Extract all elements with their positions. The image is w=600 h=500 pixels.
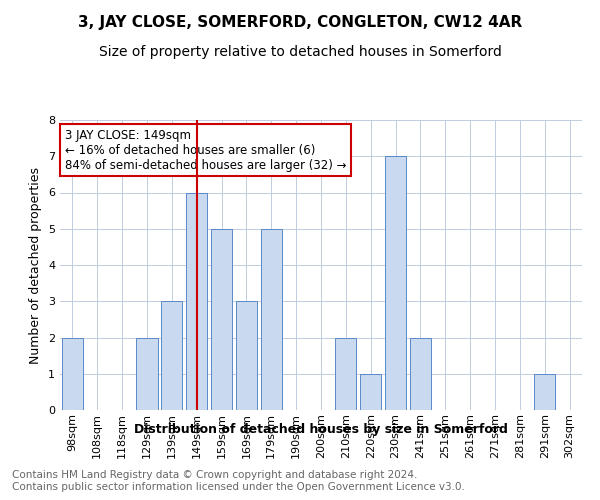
Bar [410,338,431,410]
Bar [385,156,406,410]
Bar [62,338,83,410]
Bar [211,229,232,410]
Text: Distribution of detached houses by size in Somerford: Distribution of detached houses by size … [134,422,508,436]
Text: 3, JAY CLOSE, SOMERFORD, CONGLETON, CW12 4AR: 3, JAY CLOSE, SOMERFORD, CONGLETON, CW12… [78,15,522,30]
Bar [186,192,207,410]
Text: Contains HM Land Registry data © Crown copyright and database right 2024.
Contai: Contains HM Land Registry data © Crown c… [12,470,465,492]
Bar [236,301,257,410]
Bar [335,338,356,410]
Text: 3 JAY CLOSE: 149sqm
← 16% of detached houses are smaller (6)
84% of semi-detache: 3 JAY CLOSE: 149sqm ← 16% of detached ho… [65,128,347,172]
Bar [136,338,158,410]
Bar [360,374,381,410]
Text: Size of property relative to detached houses in Somerford: Size of property relative to detached ho… [98,45,502,59]
Bar [261,229,282,410]
Bar [161,301,182,410]
Y-axis label: Number of detached properties: Number of detached properties [29,166,43,364]
Bar [534,374,555,410]
